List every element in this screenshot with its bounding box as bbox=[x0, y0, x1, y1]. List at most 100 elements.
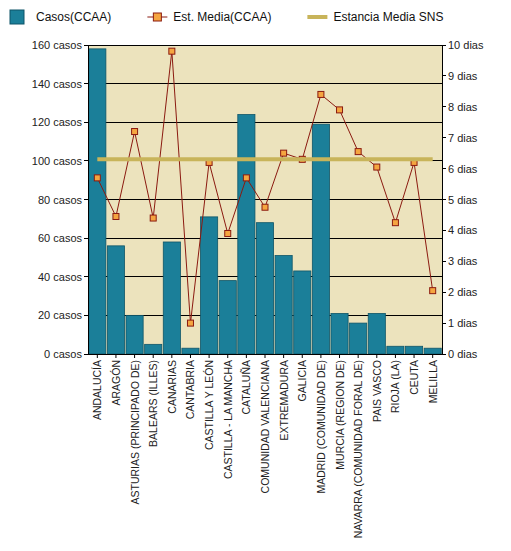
x-tick-label: EXTREMADURA bbox=[278, 360, 290, 441]
y2-tick-label: 9 dias bbox=[448, 70, 478, 82]
y-tick-label: 120 casos bbox=[32, 116, 83, 128]
x-tick bbox=[283, 354, 284, 358]
y-tick bbox=[84, 315, 88, 316]
x-tick-label: ASTURIAS (PRINCIPADO DE) bbox=[129, 360, 141, 505]
bar bbox=[368, 313, 385, 354]
x-tick bbox=[320, 354, 321, 358]
bar bbox=[256, 223, 273, 354]
bar bbox=[238, 115, 255, 354]
y-tick bbox=[84, 238, 88, 239]
x-tick-label: CASTILLA - LA MANCHA bbox=[222, 360, 234, 479]
x-tick-label: ANDALUCÍA bbox=[91, 360, 103, 420]
legend-swatch bbox=[307, 15, 327, 19]
x-tick bbox=[227, 354, 228, 358]
x-tick bbox=[209, 354, 210, 358]
marker bbox=[150, 215, 156, 221]
y2-tick bbox=[442, 45, 446, 46]
marker bbox=[374, 164, 380, 170]
x-tick-label: CANTABRIA bbox=[184, 360, 196, 419]
x-tick-label: RIOJA (LA) bbox=[389, 360, 401, 413]
marker bbox=[430, 288, 436, 294]
y-tick bbox=[84, 83, 88, 84]
legend-swatch bbox=[10, 10, 24, 24]
x-tick bbox=[97, 354, 98, 358]
y2-tick-label: 7 dias bbox=[448, 132, 478, 144]
legend-marker bbox=[153, 13, 161, 21]
plot-background bbox=[88, 45, 442, 354]
x-tick-label: MELILLA bbox=[427, 360, 439, 403]
grid-line bbox=[88, 122, 442, 123]
grid-line bbox=[88, 199, 442, 200]
y2-tick bbox=[442, 106, 446, 107]
x-tick bbox=[395, 354, 396, 358]
bar bbox=[201, 217, 218, 354]
y-tick bbox=[84, 276, 88, 277]
x-tick bbox=[265, 354, 266, 358]
x-tick-label: PAIS VASCO bbox=[371, 360, 383, 422]
marker bbox=[225, 230, 231, 236]
bar bbox=[275, 256, 292, 354]
marker bbox=[187, 320, 193, 326]
marker bbox=[281, 150, 287, 156]
x-tick bbox=[302, 354, 303, 358]
y-tick-label: 40 casos bbox=[38, 271, 83, 283]
bar bbox=[182, 348, 199, 354]
bar bbox=[107, 246, 124, 354]
y-tick-label: 0 casos bbox=[44, 348, 82, 360]
bar bbox=[126, 315, 143, 354]
series-line bbox=[97, 51, 432, 323]
y2-tick bbox=[442, 137, 446, 138]
marker bbox=[113, 213, 119, 219]
legend-label: Casos(CCAA) bbox=[36, 10, 111, 24]
x-tick bbox=[246, 354, 247, 358]
marker bbox=[262, 204, 268, 210]
x-tick-label: MADRID (COMUNIDAD DE) bbox=[315, 360, 327, 494]
y-tick bbox=[84, 122, 88, 123]
y-tick-label: 160 casos bbox=[32, 39, 83, 51]
y-tick-label: 20 casos bbox=[38, 309, 83, 321]
y2-tick bbox=[442, 292, 446, 293]
x-tick-label: NAVARRA (COMUNIDAD FORAL DE) bbox=[352, 360, 364, 538]
y-tick-label: 140 casos bbox=[32, 78, 83, 90]
chart-container: 0 casos 20 casos 40 casos 60 casos 80 casos 1… bbox=[0, 0, 511, 551]
bar bbox=[424, 348, 441, 354]
legend-label: Est. Media(CCAA) bbox=[173, 10, 271, 24]
y2-tick bbox=[442, 168, 446, 169]
bar bbox=[387, 346, 404, 354]
y-tick-label: 60 casos bbox=[38, 232, 83, 244]
bar bbox=[294, 271, 311, 354]
x-tick bbox=[376, 354, 377, 358]
x-tick-label: GALICIA bbox=[296, 360, 308, 401]
y-tick-label: 100 casos bbox=[32, 155, 83, 167]
y-tick bbox=[84, 354, 88, 355]
x-tick-label: CEUTA bbox=[408, 360, 420, 395]
marker bbox=[169, 48, 175, 54]
chart-svg: 0 casos 20 casos 40 casos 60 casos 80 casos 1… bbox=[0, 0, 511, 551]
marker bbox=[132, 129, 138, 135]
y-tick bbox=[84, 45, 88, 46]
y2-tick-label: 1 dias bbox=[448, 317, 478, 329]
bar bbox=[145, 344, 162, 354]
legend: Casos(CCAA)Est. Media(CCAA)Estancia Medi… bbox=[10, 10, 443, 24]
y2-tick bbox=[442, 230, 446, 231]
x-tick bbox=[339, 354, 340, 358]
marker bbox=[355, 149, 361, 155]
x-tick bbox=[432, 354, 433, 358]
y-tick bbox=[84, 160, 88, 161]
y2-tick-label: 5 dias bbox=[448, 194, 478, 206]
y2-tick-label: 10 dias bbox=[448, 39, 484, 51]
x-tick bbox=[414, 354, 415, 358]
x-tick bbox=[358, 354, 359, 358]
x-tick-label: CANARIAS bbox=[166, 360, 178, 414]
bar bbox=[89, 49, 106, 354]
y2-tick bbox=[442, 323, 446, 324]
y2-tick bbox=[442, 354, 446, 355]
y-tick-label: 80 casos bbox=[38, 194, 83, 206]
marker bbox=[243, 175, 249, 181]
plot-frame bbox=[88, 45, 442, 354]
y2-tick bbox=[442, 75, 446, 76]
bar bbox=[219, 281, 236, 354]
x-tick-label: MURCIA (REGION DE) bbox=[334, 360, 346, 470]
x-tick-label: BALEARS (ILLES) bbox=[147, 360, 159, 447]
marker bbox=[94, 175, 100, 181]
